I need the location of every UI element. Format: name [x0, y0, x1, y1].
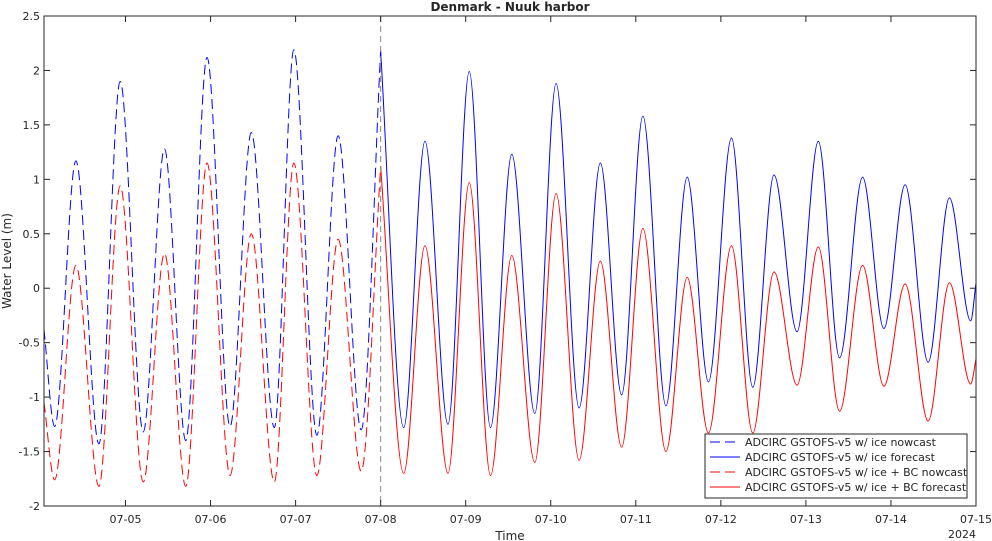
- plot-frame: [43, 15, 977, 507]
- legend-entries: ADCIRC GSTOFS-v5 w/ ice nowcast ADCIRC GS…: [710, 436, 968, 494]
- x-tick-label: 07-07: [280, 513, 312, 526]
- x-axis-label: Time: [494, 529, 524, 541]
- y-tick-label: -2: [29, 500, 40, 513]
- y-tick-label: 1.5: [23, 119, 41, 132]
- x-tick-label: 07-10: [535, 513, 567, 526]
- y-tick-label: 2.5: [23, 10, 41, 23]
- y-axis-ticks: -2 -1.5 -1 -0.5 0 0.5 1 1.5 2 2.5: [19, 10, 976, 513]
- series-layer: [43, 49, 977, 487]
- legend-entry: ADCIRC GSTOFS-v5 w/ ice nowcast: [710, 436, 937, 449]
- chart-title: Denmark - Nuuk harbor: [430, 0, 589, 14]
- y-tick-label: -1: [29, 391, 40, 404]
- x-axis-year-label: 2024: [948, 528, 976, 541]
- legend-entry: ADCIRC GSTOFS-v5 w/ ice forecast: [710, 451, 936, 464]
- y-axis-label: Water Level (m): [0, 213, 14, 309]
- series-line-adcirc-gstofs-v5-w-ice-bc-forecast: [380, 166, 977, 477]
- x-tick-label: 07-12: [705, 513, 737, 526]
- y-tick-label: -0.5: [19, 337, 40, 350]
- x-axis-ticks: 07-05 07-06 07-07 07-08 07-09 07-10 07-11 07-12…: [110, 16, 992, 526]
- x-tick-label: 07-11: [620, 513, 652, 526]
- legend-entry: ADCIRC GSTOFS-v5 w/ ice + BC nowcast: [710, 466, 968, 479]
- legend-label: ADCIRC GSTOFS-v5 w/ ice nowcast: [745, 436, 937, 449]
- legend-label: ADCIRC GSTOFS-v5 w/ ice + BC nowcast: [745, 466, 968, 479]
- y-tick-label: 0: [33, 282, 40, 295]
- x-tick-label: 07-15: [960, 513, 992, 526]
- x-tick-label: 07-08: [365, 513, 397, 526]
- x-tick-label: 07-06: [195, 513, 227, 526]
- legend-box: [704, 433, 968, 499]
- series-line-adcirc-gstofs-v5-w-ice-bc-nowcast: [43, 162, 382, 487]
- y-tick-label: 0.5: [23, 228, 41, 241]
- legend-label: ADCIRC GSTOFS-v5 w/ ice + BC forecast: [745, 481, 967, 494]
- x-tick-label: 07-13: [790, 513, 822, 526]
- y-tick-label: 2: [33, 64, 40, 77]
- series-line-adcirc-gstofs-v5-w-ice-nowcast: [43, 49, 382, 445]
- x-tick-label: 07-14: [875, 513, 907, 526]
- legend: ADCIRC GSTOFS-v5 w/ ice nowcast ADCIRC GS…: [704, 433, 968, 499]
- y-tick-label: 1: [33, 173, 40, 186]
- y-tick-label: -1.5: [19, 446, 40, 459]
- legend-entry: ADCIRC GSTOFS-v5 w/ ice + BC forecast: [710, 481, 967, 494]
- series-line-adcirc-gstofs-v5-w-ice-forecast: [380, 50, 977, 429]
- x-tick-label: 07-05: [110, 513, 142, 526]
- x-tick-label: 07-09: [450, 513, 482, 526]
- legend-label: ADCIRC GSTOFS-v5 w/ ice forecast: [745, 451, 936, 464]
